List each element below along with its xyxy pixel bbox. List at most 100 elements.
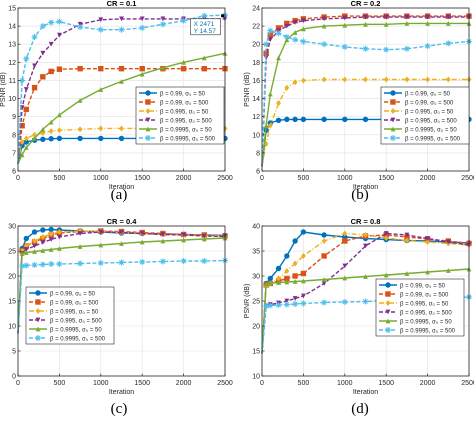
data-point-1 [180, 65, 187, 72]
data-point-1 [139, 65, 145, 72]
x-tick-label: 500 [298, 175, 310, 182]
data-point-5 [39, 23, 46, 30]
x-tick-label: 2000 [176, 380, 192, 387]
data-point-3 [32, 63, 37, 69]
legend-marker-1 [35, 299, 41, 305]
y-tick-label: 11 [9, 78, 16, 85]
data-point-0 [342, 116, 348, 123]
data-point-2 [383, 235, 389, 241]
legend-label-1: β = 0.99, σ₀ = 500 [50, 300, 99, 306]
data-point-5 [139, 259, 146, 265]
legend-marker-0 [35, 290, 41, 296]
legend-marker-5 [385, 327, 391, 333]
caption-b: (b) [351, 187, 369, 203]
data-point-5 [180, 17, 187, 24]
y-tick-label: 14 [8, 24, 16, 31]
legend-box [25, 286, 115, 345]
data-point-4 [342, 275, 348, 281]
data-point-3 [321, 16, 327, 22]
data-point-1 [77, 65, 83, 72]
data-point-3 [292, 20, 298, 25]
chart-title: CR = 0.8 [351, 217, 381, 226]
y-tick-label: 15 [8, 6, 16, 13]
data-point-4 [383, 21, 389, 27]
data-point-5 [139, 24, 146, 31]
legend-label-3: β = 0.995, σ₀ = 500 [400, 310, 452, 316]
data-point-3 [301, 18, 306, 24]
data-point-4 [425, 20, 430, 26]
legend-marker-2 [385, 300, 391, 306]
x-axis-label: Iteration [353, 389, 378, 396]
data-point-2 [342, 230, 348, 237]
axes-box [17, 7, 226, 172]
data-point-3 [139, 16, 145, 22]
legend-box [380, 86, 470, 145]
data-point-2 [98, 125, 104, 132]
y-tick-label: 0 [12, 374, 16, 381]
data-point-4 [284, 279, 290, 285]
series-line-1 [261, 15, 469, 167]
data-point-5 [19, 77, 26, 84]
data-point-5 [159, 258, 166, 265]
data-point-2 [57, 229, 62, 235]
data-point-4 [119, 241, 124, 246]
data-point-3 [32, 243, 37, 249]
data-point-4 [425, 269, 430, 275]
data-point-2 [57, 127, 62, 134]
datatip-box [190, 18, 221, 36]
x-tick-label: 2500 [461, 175, 474, 182]
legend-marker-0 [390, 90, 396, 96]
x-tick-label: 1000 [337, 175, 353, 182]
y-tick-label: 14 [252, 96, 260, 103]
data-point-3 [201, 233, 207, 239]
data-point-2 [119, 125, 124, 132]
data-point-1 [201, 65, 207, 72]
data-point-2 [284, 84, 290, 91]
legend-label-3: β = 0.995, σ₀ = 500 [405, 118, 457, 124]
x-tick-label: 500 [298, 380, 310, 387]
data-point-1 [118, 65, 125, 72]
y-tick-label: 13 [8, 42, 16, 49]
data-point-5 [403, 45, 410, 52]
data-point-2 [267, 122, 273, 129]
x-tick-label: 500 [54, 380, 66, 387]
data-point-3 [342, 263, 348, 269]
legend-marker-4 [145, 126, 151, 132]
y-tick-label: 30 [8, 224, 16, 231]
legend-marker-0 [145, 90, 151, 96]
data-point-3 [292, 296, 298, 301]
x-axis-label: Iteration [109, 389, 134, 396]
y-tick-label: 8 [256, 150, 260, 157]
legend-label-0: β = 0.99, σ₀ = 50 [405, 91, 451, 97]
legend-marker-1 [145, 99, 151, 105]
legend-label-4: β = 0.9995, σ₀ = 50 [160, 127, 212, 133]
data-point-1 [292, 273, 298, 279]
data-point-4 [363, 21, 368, 27]
x-tick-label: 2500 [217, 380, 233, 387]
data-point-0 [275, 117, 282, 123]
x-tick-label: 2000 [420, 175, 436, 182]
data-point-1 [321, 253, 327, 259]
y-tick-label: 30 [252, 274, 260, 281]
datatip-y: Y 14.57 [194, 28, 217, 35]
data-point-5 [300, 300, 307, 307]
data-point-4 [445, 20, 451, 26]
x-axis-label: Iteration [109, 184, 134, 191]
data-point-2 [77, 228, 83, 234]
data-point-3 [404, 232, 410, 238]
data-point-3 [77, 231, 83, 236]
chart-panel-3: 0 500 1000 1500 2000 2500 10 15 20 25 30 35 40 CR = 0… [244, 217, 474, 396]
data-point-3 [57, 234, 62, 240]
data-point-0 [275, 265, 282, 272]
data-point-3 [181, 232, 186, 238]
data-point-2 [301, 253, 306, 259]
data-point-0 [292, 116, 298, 123]
data-point-4 [181, 237, 186, 243]
data-point-5 [445, 40, 452, 47]
data-point-3 [119, 16, 124, 22]
chart-title: CR = 0.2 [351, 0, 381, 8]
data-point-4 [32, 249, 37, 254]
x-tick-label: 1500 [378, 175, 394, 182]
data-point-1 [31, 84, 38, 91]
datatip-marker [221, 14, 225, 18]
